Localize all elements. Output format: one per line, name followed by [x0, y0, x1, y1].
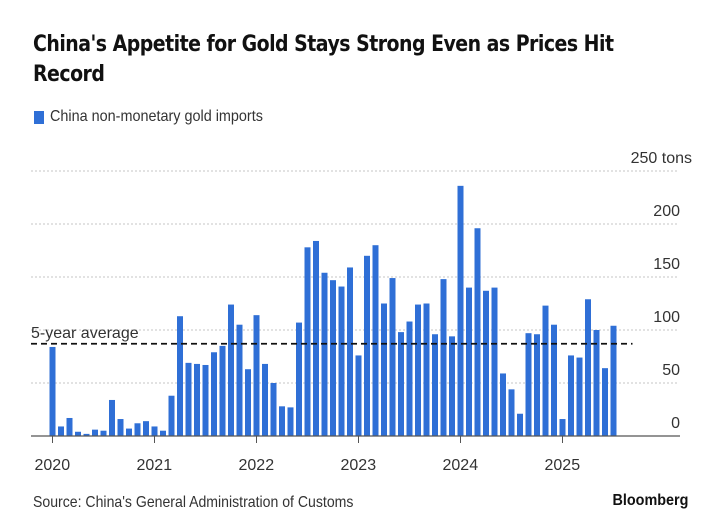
bar — [423, 303, 430, 436]
bar — [364, 255, 370, 436]
bar — [160, 430, 166, 436]
y-tick-label: 200 — [653, 203, 680, 220]
bar — [194, 363, 200, 436]
bar — [576, 357, 583, 436]
x-axis: 2020 2021 2022 2023 2024 2025 — [31, 435, 680, 474]
bar — [270, 383, 277, 436]
bar — [279, 406, 285, 436]
bloomberg-logo: Bloomberg — [611, 492, 688, 509]
bar — [440, 279, 447, 436]
bar — [245, 369, 251, 436]
bar — [109, 399, 115, 436]
source-note: Source: China's General Administration o… — [33, 494, 354, 511]
bar — [304, 247, 311, 436]
y-tick-label: 250 tons — [631, 150, 692, 167]
bar — [355, 355, 362, 436]
bar — [126, 428, 132, 436]
bar — [49, 346, 56, 436]
chart-title: China's Appetite for Gold Stays Strong E… — [33, 32, 614, 87]
bar — [117, 419, 124, 436]
legend-swatch — [34, 110, 44, 124]
bar — [491, 287, 498, 436]
bar — [381, 303, 387, 436]
bar — [415, 304, 421, 436]
bar — [168, 395, 175, 436]
average-line-group: 5-year average — [31, 325, 633, 345]
bar — [296, 322, 302, 436]
y-tick-label: 100 — [653, 309, 680, 326]
x-tick-label: 2022 — [239, 457, 275, 474]
bar — [542, 305, 549, 436]
bar — [398, 332, 404, 436]
bar — [508, 389, 515, 436]
bar — [551, 324, 557, 436]
bar — [185, 362, 192, 436]
legend-label: China non-monetary gold imports — [50, 108, 263, 125]
bar — [525, 333, 532, 436]
bar — [66, 417, 73, 436]
bar — [100, 430, 107, 436]
bar — [610, 325, 617, 436]
bar — [253, 315, 260, 436]
bar — [534, 334, 540, 436]
bar — [75, 431, 81, 436]
bar — [262, 363, 268, 436]
average-line-label: 5-year average — [31, 325, 139, 342]
bar — [58, 426, 64, 436]
bar — [219, 345, 226, 436]
bar — [406, 321, 413, 436]
x-tick-label: 2021 — [137, 457, 173, 474]
bar — [177, 316, 183, 436]
bars — [49, 185, 617, 436]
x-tick-label: 2020 — [35, 457, 71, 474]
bar — [457, 185, 464, 436]
bar — [228, 304, 234, 436]
bar — [92, 429, 98, 436]
y-tick-label: 50 — [662, 362, 680, 379]
bar — [313, 240, 319, 436]
gridlines — [31, 170, 678, 384]
x-tick-label: 2025 — [545, 457, 581, 474]
bar — [389, 278, 396, 436]
bar — [568, 355, 574, 436]
bar — [236, 324, 243, 436]
bar — [134, 423, 141, 436]
y-tick-label: 150 — [653, 256, 680, 273]
bar — [83, 433, 90, 436]
bar — [211, 352, 217, 436]
bar — [202, 364, 209, 436]
bar — [347, 267, 353, 436]
bar — [500, 373, 506, 436]
bar — [372, 245, 379, 436]
bar — [602, 368, 608, 436]
bar — [517, 413, 523, 436]
x-tick-label: 2024 — [443, 457, 479, 474]
bar — [474, 228, 481, 436]
bar — [483, 290, 489, 436]
bar — [432, 334, 438, 436]
y-tick-label: 0 — [671, 415, 680, 432]
bar — [466, 287, 472, 436]
bar — [287, 407, 294, 436]
bar — [151, 426, 158, 436]
bar — [338, 286, 345, 436]
bar — [559, 419, 566, 436]
y-axis-labels: 0 50 100 150 200 250 tons — [631, 150, 692, 432]
x-tick-label: 2023 — [341, 457, 377, 474]
bar — [143, 421, 149, 436]
bar — [330, 280, 336, 436]
legend: China non-monetary gold imports — [34, 108, 287, 126]
bar — [585, 299, 591, 436]
bar — [449, 336, 455, 436]
bar — [593, 330, 600, 436]
bar — [321, 272, 328, 436]
